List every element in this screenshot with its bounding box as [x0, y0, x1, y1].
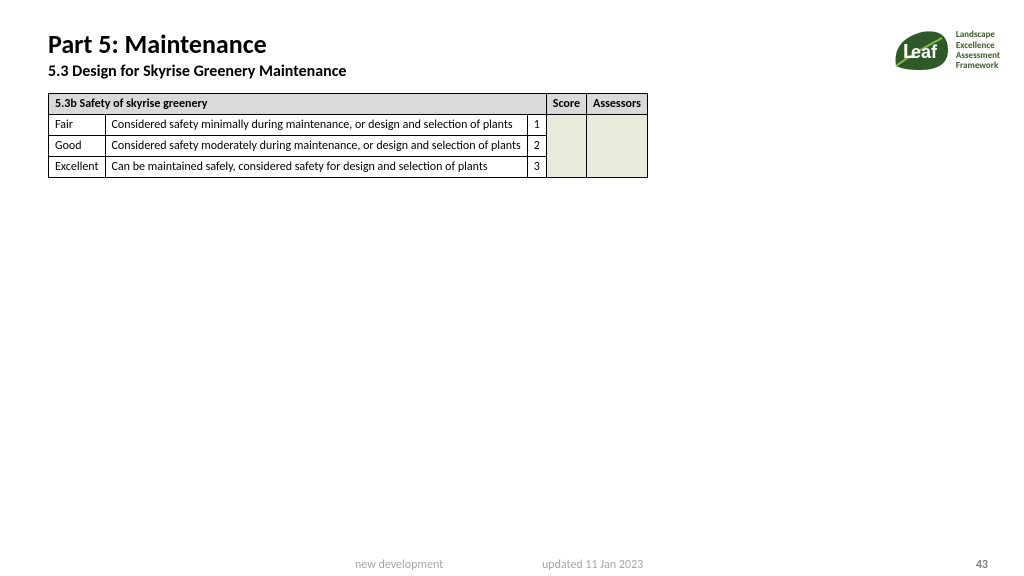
- slide: eaf L Landscape Excellence Assessment Fr…: [0, 0, 1024, 576]
- svg-text:L: L: [903, 41, 915, 63]
- assessors-fill-cell: [587, 115, 648, 178]
- score-value-cell: 2: [527, 136, 546, 157]
- assessors-header: Assessors: [587, 94, 648, 115]
- desc-cell: Can be maintained safely, considered saf…: [105, 157, 527, 178]
- brand-logo: eaf L Landscape Excellence Assessment Fr…: [890, 28, 1000, 74]
- score-value-cell: 1: [527, 115, 546, 136]
- score-value-cell: 3: [527, 157, 546, 178]
- score-fill-cell: [546, 115, 586, 178]
- grade-cell: Fair: [49, 115, 106, 136]
- desc-cell: Considered safety minimally during maint…: [105, 115, 527, 136]
- grade-cell: Excellent: [49, 157, 106, 178]
- footer-left-text: new development: [355, 558, 443, 572]
- criterion-header: 5.3b Safety of skyrise greenery: [49, 94, 547, 115]
- grade-cell: Good: [49, 136, 106, 157]
- footer-center-text: updated 11 Jan 2023: [542, 558, 643, 572]
- table-row: Fair Considered safety minimally during …: [49, 115, 648, 136]
- logo-tagline: Landscape Excellence Assessment Framewor…: [956, 30, 1000, 71]
- page-number: 43: [976, 558, 988, 572]
- leaf-icon: eaf L: [890, 28, 952, 74]
- page-title: Part 5: Maintenance: [48, 28, 976, 60]
- logo-line: Framework: [956, 61, 1000, 71]
- rubric-table: 5.3b Safety of skyrise greenery Score As…: [48, 93, 648, 178]
- table-header-row: 5.3b Safety of skyrise greenery Score As…: [49, 94, 648, 115]
- score-header: Score: [546, 94, 586, 115]
- page-subtitle: 5.3 Design for Skyrise Greenery Maintena…: [48, 62, 976, 81]
- desc-cell: Considered safety moderately during main…: [105, 136, 527, 157]
